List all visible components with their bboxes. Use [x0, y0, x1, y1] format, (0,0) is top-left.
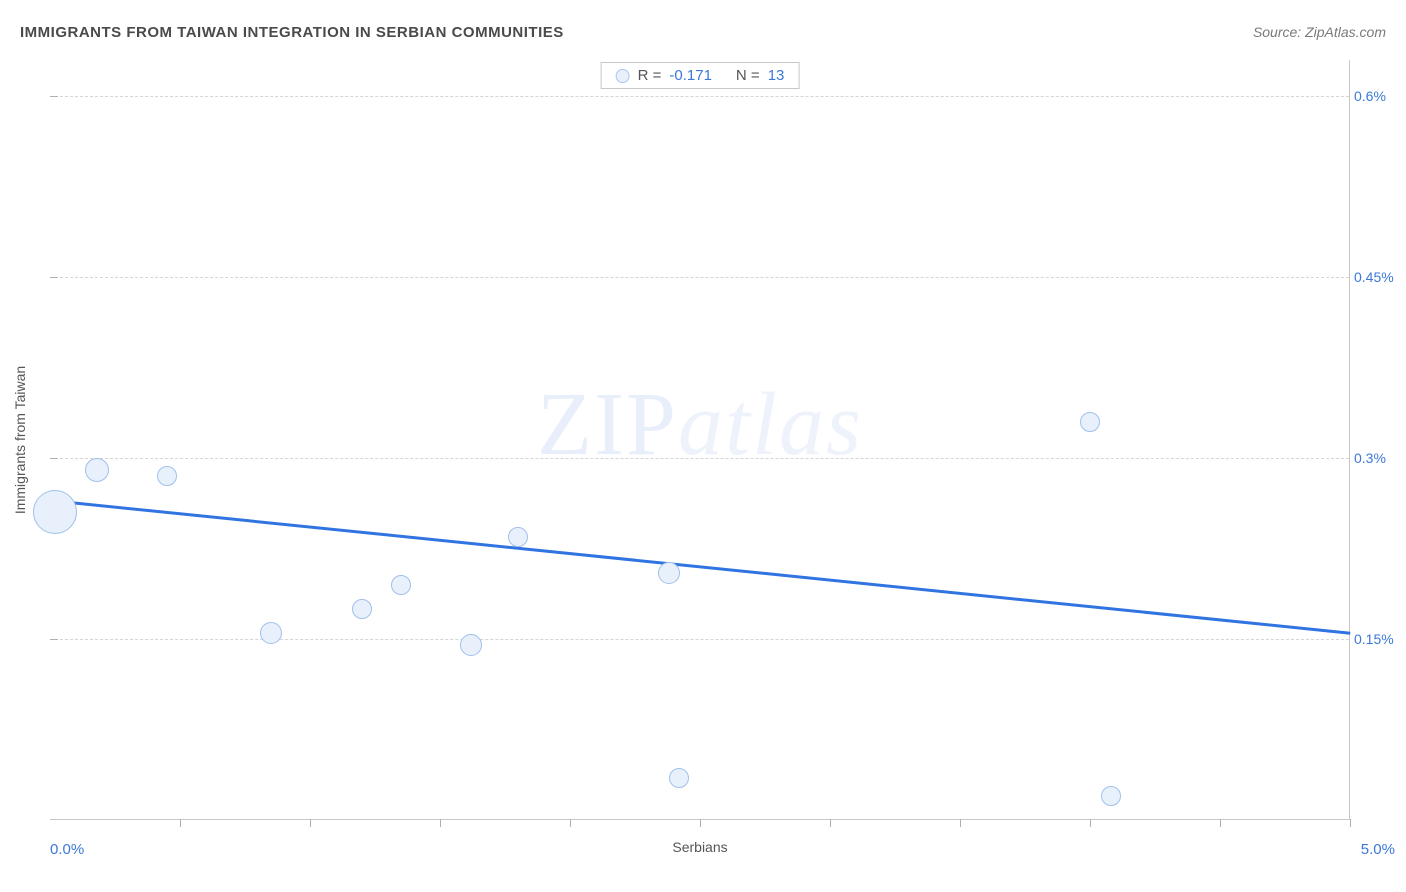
plot-region: 0.15%0.3%0.45%0.6%	[50, 60, 1350, 820]
data-point[interactable]	[508, 527, 528, 547]
legend-r-value: -0.171	[669, 67, 712, 84]
data-point[interactable]	[352, 599, 372, 619]
chart-area: ZIPatlas 0.15%0.3%0.45%0.6% R = -0.171 N…	[50, 60, 1350, 820]
legend-box: R = -0.171 N = 13	[601, 62, 800, 89]
gridline	[50, 277, 1349, 278]
x-axis-min-label: 0.0%	[50, 841, 84, 858]
data-point[interactable]	[85, 458, 109, 482]
chart-title: IMMIGRANTS FROM TAIWAN INTEGRATION IN SE…	[20, 24, 564, 41]
legend-n-label: N =	[736, 67, 760, 84]
legend-marker-icon	[616, 69, 630, 83]
data-point[interactable]	[391, 575, 411, 595]
trend-line	[50, 499, 1350, 635]
x-tick	[960, 819, 961, 827]
y-tick	[50, 458, 58, 459]
gridline	[50, 639, 1349, 640]
data-point[interactable]	[260, 622, 282, 644]
y-tick-label: 0.15%	[1354, 631, 1404, 647]
x-tick	[700, 819, 701, 827]
y-tick-label: 0.3%	[1354, 450, 1404, 466]
source-attribution: Source: ZipAtlas.com	[1253, 24, 1386, 40]
y-tick-label: 0.6%	[1354, 88, 1404, 104]
y-tick-label: 0.45%	[1354, 269, 1404, 285]
legend-r-label: R =	[638, 67, 662, 84]
x-tick	[440, 819, 441, 827]
gridline	[50, 458, 1349, 459]
x-tick	[310, 819, 311, 827]
legend-n-value: 13	[768, 67, 785, 84]
x-axis-max-label: 5.0%	[1361, 841, 1395, 858]
y-tick	[50, 96, 58, 97]
x-tick	[830, 819, 831, 827]
data-point[interactable]	[1080, 412, 1100, 432]
data-point[interactable]	[33, 490, 77, 534]
data-point[interactable]	[658, 562, 680, 584]
x-tick	[1220, 819, 1221, 827]
y-axis-label: Immigrants from Taiwan	[12, 366, 28, 514]
data-point[interactable]	[669, 768, 689, 788]
y-tick	[50, 277, 58, 278]
x-tick	[180, 819, 181, 827]
data-point[interactable]	[157, 466, 177, 486]
x-tick	[1350, 819, 1351, 827]
x-axis-label: Serbians	[672, 839, 727, 855]
x-tick	[570, 819, 571, 827]
y-tick	[50, 639, 58, 640]
x-tick	[1090, 819, 1091, 827]
data-point[interactable]	[460, 634, 482, 656]
gridline	[50, 96, 1349, 97]
data-point[interactable]	[1101, 786, 1121, 806]
